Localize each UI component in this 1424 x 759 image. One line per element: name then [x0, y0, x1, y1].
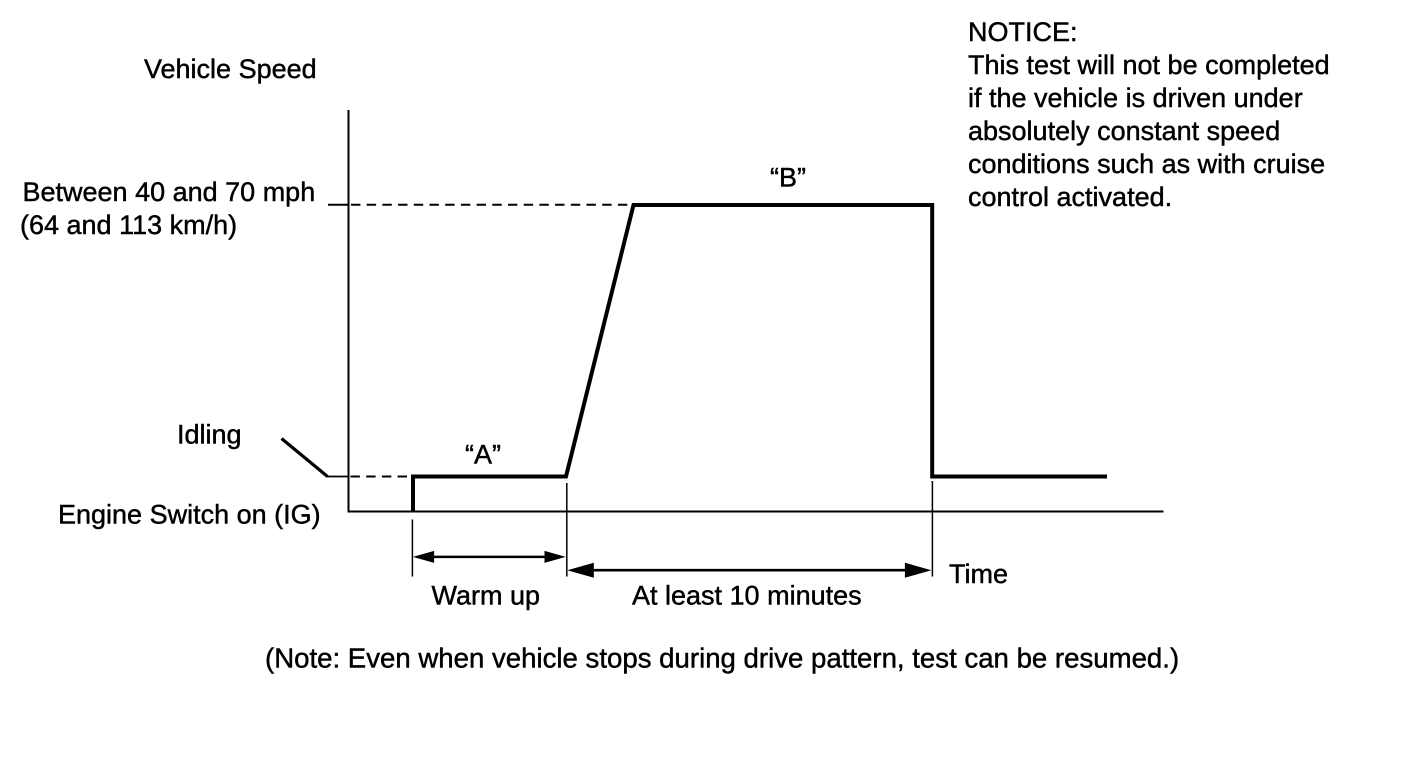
svg-text:NOTICE:: NOTICE:	[968, 17, 1078, 47]
svg-text:“B”: “B”	[770, 163, 806, 193]
svg-text:This test will not be complete: This test will not be completed	[968, 50, 1330, 80]
svg-text:if the vehicle is driven under: if the vehicle is driven under	[968, 83, 1303, 113]
svg-text:Vehicle Speed: Vehicle Speed	[144, 54, 317, 84]
svg-text:Between 40 and 70 mph: Between 40 and 70 mph	[23, 177, 316, 207]
svg-text:At least 10 minutes: At least 10 minutes	[632, 581, 862, 611]
svg-text:(64 and 113 km/h): (64 and 113 km/h)	[20, 210, 237, 240]
svg-text:(Note: Even when vehicle stops: (Note: Even when vehicle stops during dr…	[265, 643, 1179, 674]
svg-text:Warm up: Warm up	[432, 581, 541, 611]
svg-text:Engine Switch on (IG): Engine Switch on (IG)	[58, 500, 321, 530]
svg-text:control activated.: control activated.	[968, 182, 1172, 212]
svg-text:conditions such as with cruise: conditions such as with cruise	[968, 149, 1325, 179]
svg-text:absolutely constant speed: absolutely constant speed	[968, 116, 1280, 146]
svg-text:Idling: Idling	[177, 420, 242, 450]
svg-text:“A”: “A”	[465, 440, 501, 470]
svg-text:Time: Time	[949, 559, 1008, 589]
